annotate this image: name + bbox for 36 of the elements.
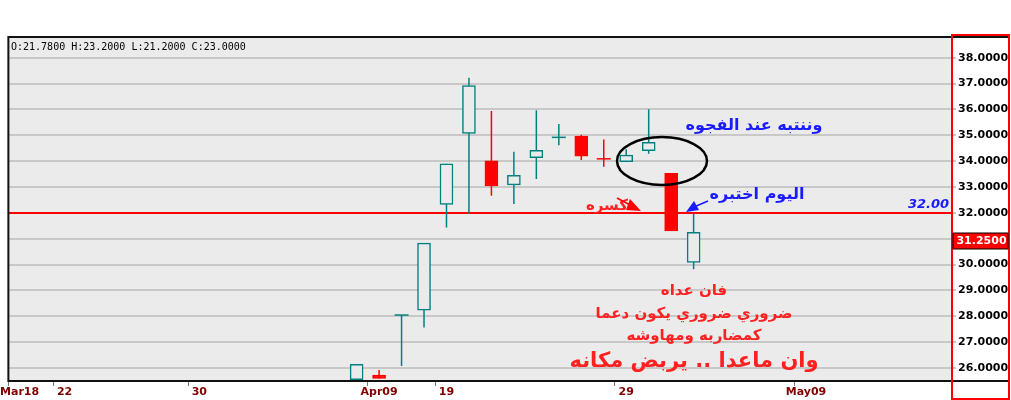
annotation: O:21.7800 H:23.2000 L:21.2000 C:23.0000 [11,41,246,53]
x-tick-label: Mar18 [0,385,40,399]
x-tick-label: Apr09 [360,385,398,399]
x-tick-label: 29 [618,385,634,399]
annotation: ضروري ضروري يكون دعما [595,304,793,322]
candlestick [529,109,544,180]
x-tick-label: 22 [56,385,73,399]
y-tick-label: 32.0000 [958,205,1009,219]
y-tick-label: 27.0000 [958,335,1009,349]
x-tick-label: May09 [785,385,827,399]
y-tick-label: 28.0000 [958,309,1009,323]
y-tick-label: 38.0000 [958,50,1009,64]
y-tick-label: 26.0000 [958,360,1009,374]
candlestick [507,151,521,205]
y-tick-label: 36.0000 [958,102,1009,116]
ref-line-label: 32.00 [907,195,949,211]
annotation: اليوم اختبره [709,184,805,204]
annotation: كسره [585,196,629,214]
annotation: فان عداه [660,281,728,299]
x-tick-label: 19 [438,385,455,399]
candlestick [641,108,656,155]
y-tick-label: 30.0000 [958,257,1009,271]
y-tick-label: 33.0000 [958,179,1009,193]
y-tick-label: 29.0000 [958,283,1009,297]
text: 31.2500 [956,233,1007,247]
annotation: وان ماعدا .. يربض مكانه [569,348,819,374]
annotation: وننتبه عند الفجوه [685,115,823,135]
candlestick [574,134,589,161]
candlestick [393,314,410,367]
x-tick-label: 30 [191,385,208,399]
candlestick [484,110,499,197]
y-tick-label: 37.0000 [958,76,1009,90]
y-tick-label: 35.0000 [958,128,1009,142]
candlestick [596,138,612,168]
annotation: كمضاربه ومهاوشه [626,326,762,344]
y-tick-label: 34.0000 [958,154,1009,168]
